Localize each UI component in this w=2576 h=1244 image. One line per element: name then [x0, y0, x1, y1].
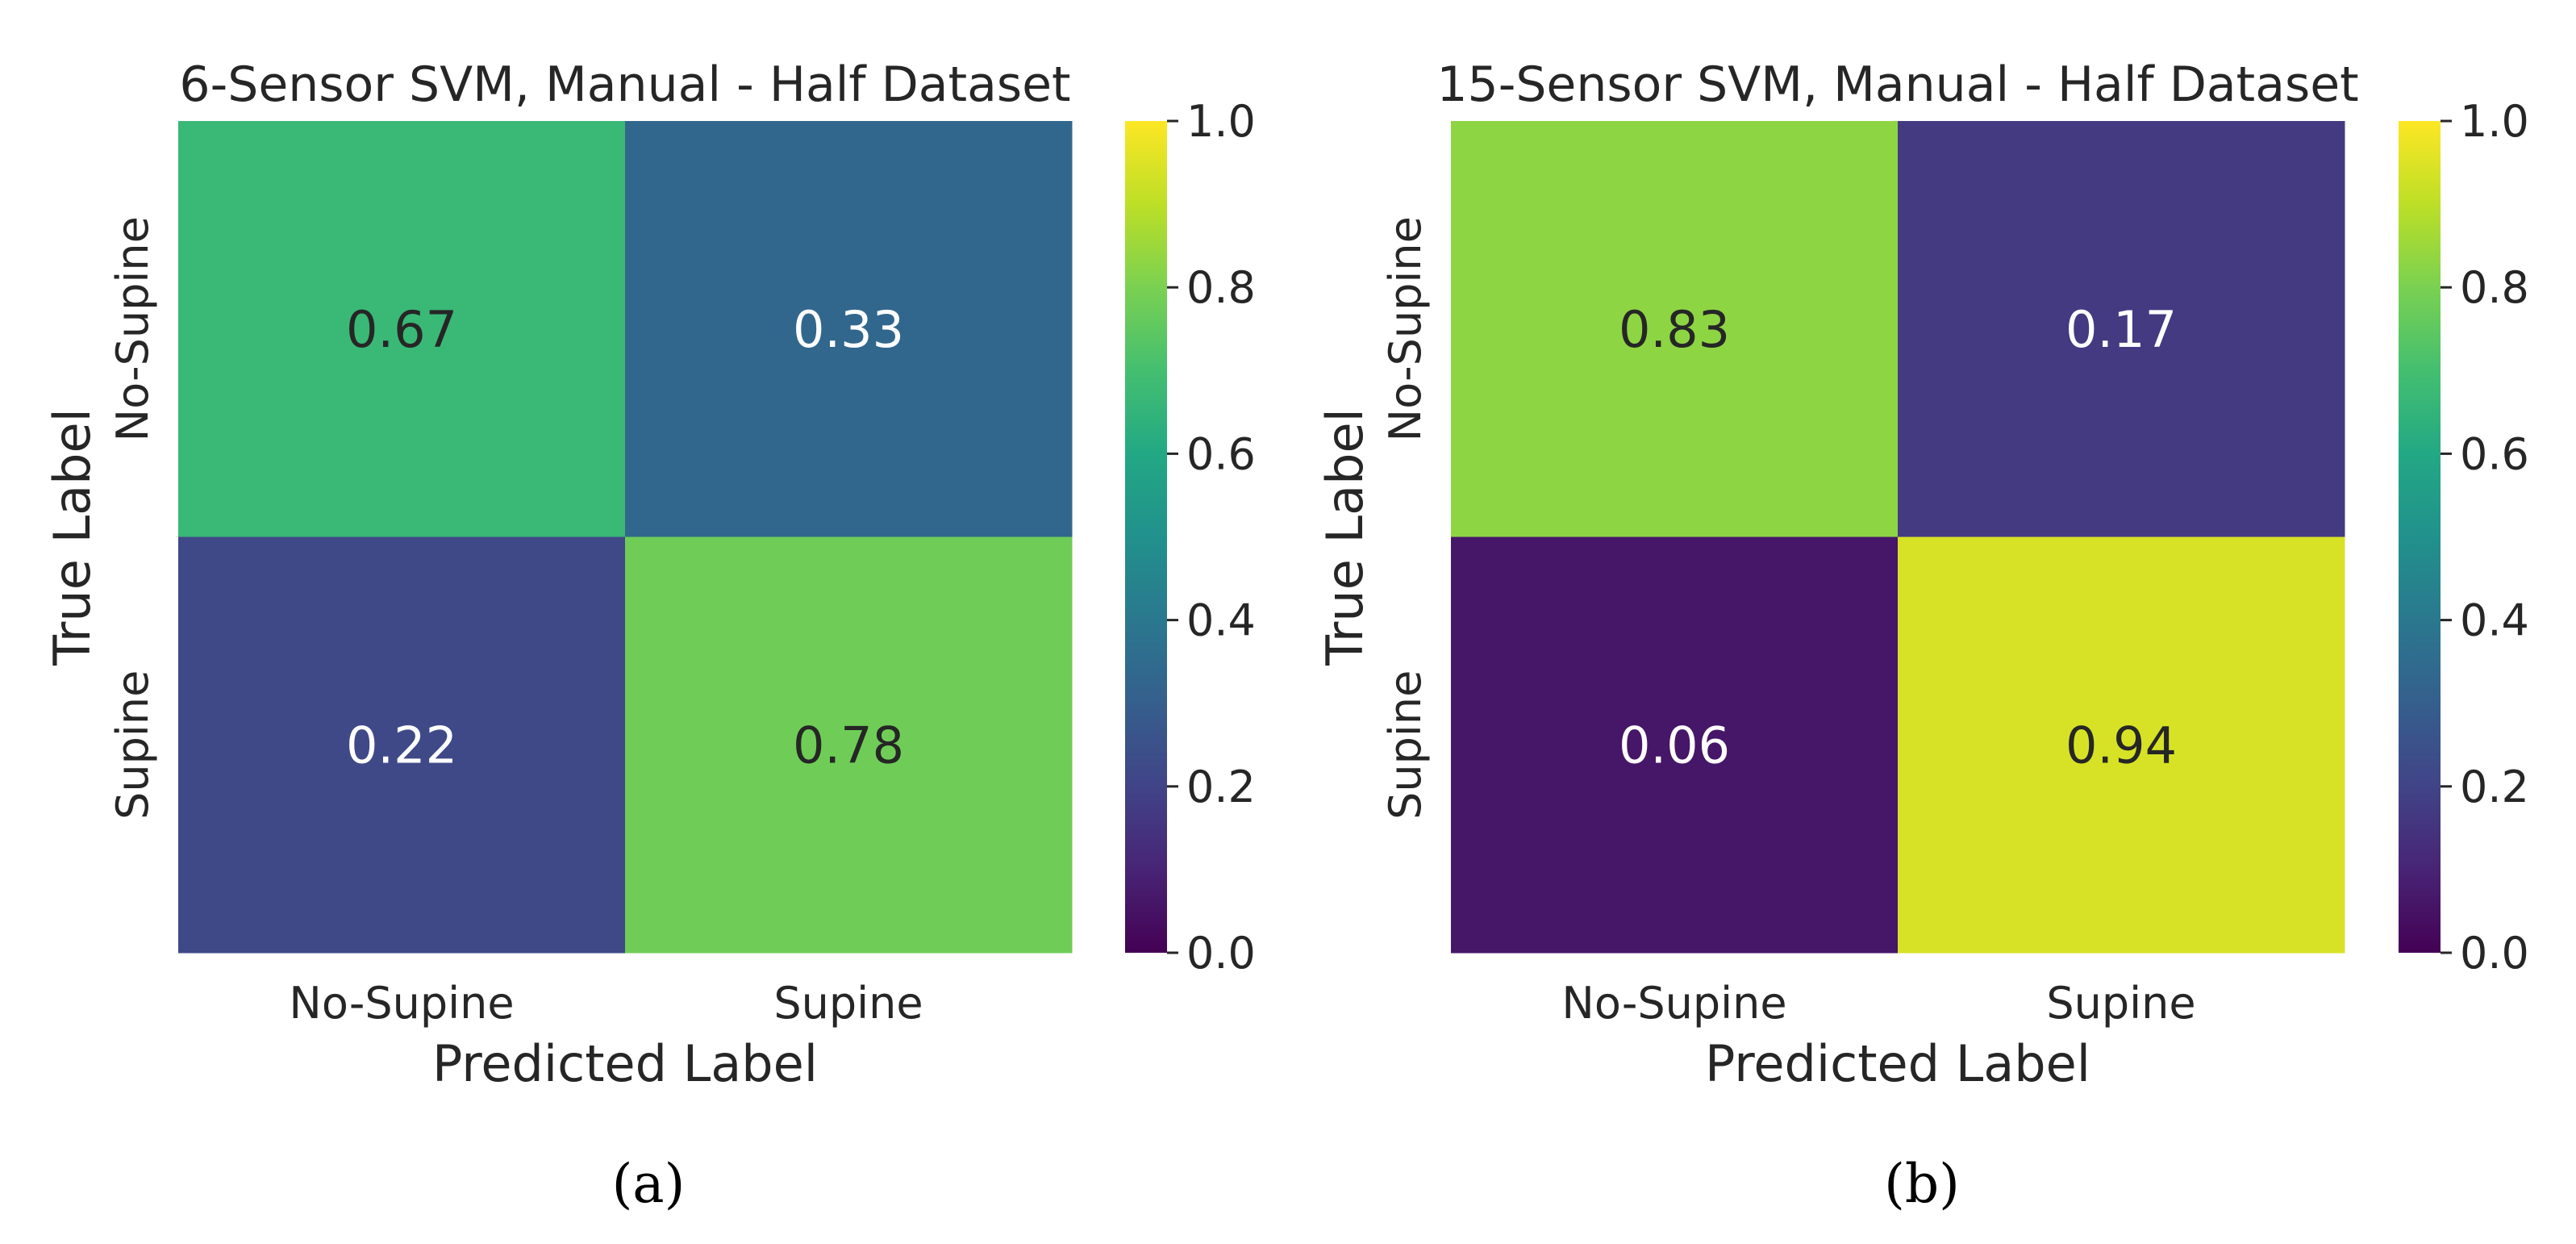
y-axis-label: True Label [1315, 408, 1374, 666]
chart-title: 15-Sensor SVM, Manual - Half Dataset [1436, 56, 2358, 113]
cell-value-label: 0.17 [2065, 300, 2177, 359]
y-tick-label: Supine [1380, 670, 1431, 820]
heatmap-cell-r0-c0 [178, 121, 626, 537]
colorbar-tick-label: 0.8 [1186, 262, 1256, 313]
cell-value-label: 0.83 [1619, 300, 1730, 359]
panel-label: (b) [1884, 1153, 1960, 1215]
cell-value-label: 0.94 [2065, 716, 2177, 774]
y-tick-label: No-Supine [1380, 216, 1431, 441]
x-tick-label: No-Supine [1561, 978, 1786, 1029]
y-tick-label: Supine [107, 670, 158, 820]
heatmap-cell-r1-c0 [1451, 536, 1899, 954]
colorbar-tick-label: 0.4 [2460, 595, 2529, 646]
y-axis-label: True Label [43, 408, 102, 666]
cell-value-label: 0.06 [1619, 716, 1730, 774]
x-tick-label: No-Supine [289, 978, 514, 1029]
colorbar-tick-label: 1.0 [1186, 96, 1256, 147]
panel-b: 15-Sensor SVM, Manual - Half Dataset 0.83… [1315, 56, 2529, 1215]
colorbar-tick-label: 0.6 [1186, 428, 1256, 479]
colorbar [2399, 121, 2441, 953]
colorbar [1125, 121, 1167, 953]
cell-value-label: 0.67 [346, 300, 457, 359]
colorbar-tick-label: 0.0 [2460, 928, 2529, 979]
colorbar-tick-label: 0.0 [1186, 928, 1256, 979]
x-tick-label: Supine [773, 978, 923, 1029]
y-tick-label: No-Supine [107, 216, 158, 441]
panel-label: (a) [612, 1153, 686, 1215]
colorbar-tick-label: 0.2 [2460, 762, 2529, 812]
colorbar-tick-label: 0.4 [1186, 595, 1256, 646]
heatmap-cell-r0-c0 [1451, 121, 1899, 537]
colorbar-tick-label: 0.2 [1186, 762, 1256, 812]
chart-title: 6-Sensor SVM, Manual - Half Dataset [179, 56, 1070, 113]
colorbar-tick-label: 1.0 [2460, 96, 2529, 147]
x-axis-label: Predicted Label [1705, 1034, 2090, 1093]
cell-value-label: 0.78 [793, 716, 904, 774]
heatmap-cell-r0-c1 [625, 121, 1073, 537]
panel-a: 6-Sensor SVM, Manual - Half Dataset 0.67 0… [43, 56, 1256, 1215]
x-axis-label: Predicted Label [432, 1034, 818, 1093]
heatmap-cell-r1-c1 [625, 536, 1073, 954]
heatmap-cell-r1-c0 [178, 536, 626, 954]
colorbar-tick-label: 0.8 [2460, 262, 2529, 313]
cell-value-label: 0.22 [346, 716, 457, 774]
x-tick-label: Supine [2046, 978, 2195, 1029]
heatmap-cell-r0-c1 [1898, 121, 2345, 537]
cell-value-label: 0.33 [793, 300, 904, 359]
colorbar-tick-label: 0.6 [2460, 428, 2529, 479]
heatmap-cell-r1-c1 [1898, 536, 2345, 954]
